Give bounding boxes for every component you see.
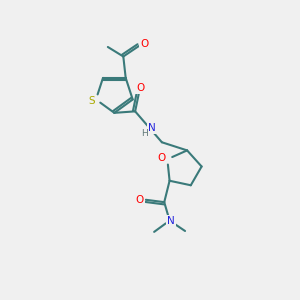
Text: O: O — [158, 153, 166, 163]
Text: H: H — [142, 129, 148, 138]
Text: O: O — [140, 39, 148, 49]
Text: O: O — [136, 195, 144, 205]
Text: O: O — [136, 83, 144, 93]
Text: S: S — [88, 96, 95, 106]
Text: N: N — [167, 216, 175, 226]
Text: N: N — [148, 123, 156, 133]
